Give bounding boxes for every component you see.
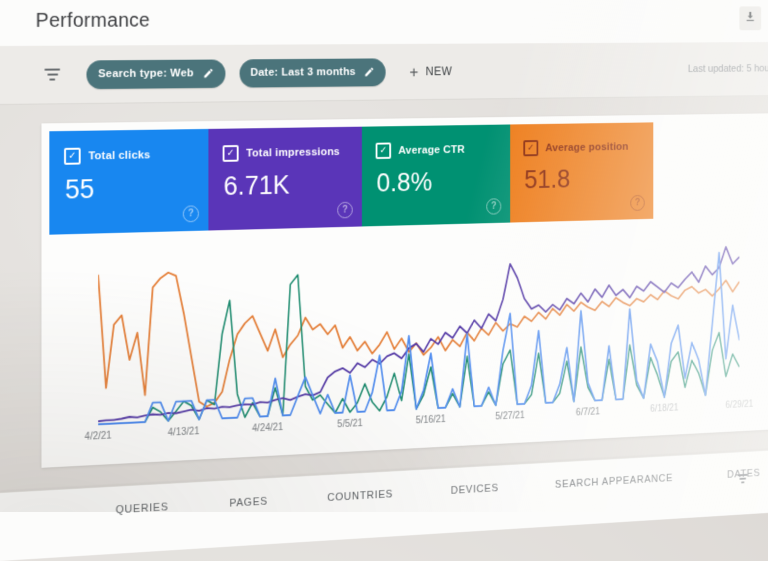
tab-countries[interactable]: COUNTRIES: [327, 488, 394, 504]
new-filter-button[interactable]: + NEW: [409, 62, 453, 81]
card-value: 0.8%: [376, 167, 433, 198]
performance-panel: ✓ Total clicks 55 ? ✓ Total impressions …: [41, 113, 768, 468]
export-button[interactable]: [739, 6, 762, 31]
position-line: [98, 255, 739, 412]
average-position-card[interactable]: ✓ Average position 51.8 ?: [510, 122, 654, 223]
x-tick-label: 6/7/21: [575, 406, 601, 419]
tab-queries[interactable]: QUERIES: [115, 501, 169, 517]
ctr-line: [98, 261, 739, 424]
filter-row: Search type: Web Date: Last 3 months + N…: [0, 42, 768, 104]
date-range-chip[interactable]: Date: Last 3 months: [239, 57, 386, 88]
performance-chart: [98, 239, 739, 428]
filter-icon[interactable]: [43, 68, 61, 81]
filter-bar: Search type: Web Date: Last 3 months + N…: [0, 42, 768, 105]
x-tick-label: 4/2/21: [84, 430, 112, 443]
checkbox-icon[interactable]: ✓: [375, 142, 392, 160]
checkbox-icon[interactable]: ✓: [64, 147, 81, 165]
x-tick-label: 5/5/21: [337, 418, 363, 431]
help-icon[interactable]: ?: [182, 205, 199, 223]
checkbox-icon[interactable]: ✓: [523, 140, 539, 157]
checkbox-icon[interactable]: ✓: [222, 145, 239, 162]
x-tick-label: 6/29/21: [725, 399, 754, 411]
search-type-chip-label: Search type: Web: [98, 67, 194, 81]
card-value: 6.71K: [223, 170, 290, 201]
x-tick-label: 4/24/21: [252, 422, 284, 435]
tab-search-appearance[interactable]: SEARCH APPEARANCE: [555, 472, 674, 491]
x-tick-label: 5/16/21: [415, 414, 446, 427]
search-type-chip[interactable]: Search type: Web: [86, 58, 225, 89]
performance-chart-svg: [98, 239, 739, 428]
card-value: 55: [65, 174, 95, 205]
help-icon[interactable]: ?: [337, 201, 353, 219]
clicks-line: [98, 252, 739, 424]
average-ctr-card[interactable]: ✓ Average CTR 0.8% ?: [361, 124, 511, 227]
last-updated-text: Last updated: 5 hou: [687, 63, 768, 75]
date-range-chip-label: Date: Last 3 months: [250, 66, 356, 79]
card-label: Total impressions: [246, 145, 340, 160]
help-icon[interactable]: ?: [630, 194, 645, 212]
x-tick-label: 5/27/21: [495, 410, 525, 423]
tab-devices[interactable]: DEVICES: [450, 482, 499, 497]
card-label: Average position: [545, 140, 629, 154]
total-clicks-card[interactable]: ✓ Total clicks 55 ?: [49, 128, 209, 235]
x-tick-label: 6/18/21: [650, 402, 679, 415]
dimension-tab-strip: QUERIES PAGES COUNTRIES DEVICES SEARCH A…: [0, 449, 768, 561]
card-value: 51.8: [524, 164, 571, 194]
table-filter-icon[interactable]: [737, 473, 748, 484]
x-tick-label: 4/13/21: [167, 426, 200, 439]
plus-icon: +: [409, 62, 419, 81]
pencil-icon[interactable]: [202, 67, 213, 79]
metric-cards: ✓ Total clicks 55 ? ✓ Total impressions …: [49, 122, 654, 235]
card-label: Average CTR: [398, 143, 465, 157]
new-filter-label: NEW: [425, 64, 453, 79]
app-header: Performance: [0, 0, 768, 47]
pencil-icon[interactable]: [364, 66, 375, 78]
page-title: Performance: [35, 9, 151, 32]
tab-pages[interactable]: PAGES: [229, 495, 268, 510]
download-icon: [744, 9, 757, 28]
help-icon[interactable]: ?: [486, 198, 502, 215]
total-impressions-card[interactable]: ✓ Total impressions 6.71K ?: [208, 126, 362, 231]
card-label: Total clicks: [88, 148, 151, 162]
